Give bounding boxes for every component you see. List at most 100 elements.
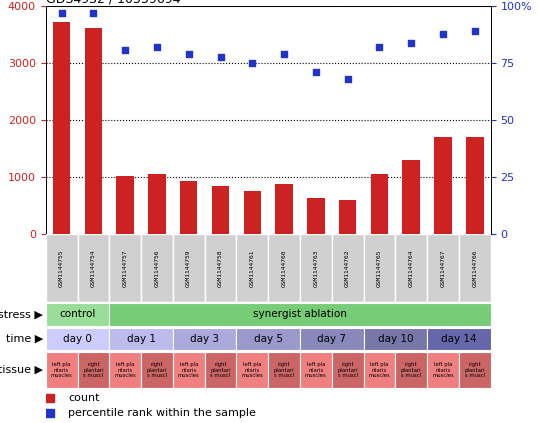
Bar xyxy=(180,181,197,234)
Bar xyxy=(300,234,332,302)
Bar xyxy=(339,200,356,234)
Text: day 5: day 5 xyxy=(254,334,282,344)
Text: left pla
ntaris
muscles: left pla ntaris muscles xyxy=(178,362,200,378)
Text: right
plantari
s muscl: right plantari s muscl xyxy=(274,362,294,378)
Text: day 14: day 14 xyxy=(441,334,477,344)
Text: GSM1144763: GSM1144763 xyxy=(313,250,318,287)
Point xyxy=(438,30,447,37)
Text: GSM1144767: GSM1144767 xyxy=(441,250,445,287)
Bar xyxy=(148,175,166,234)
Text: left pla
ntaris
muscles: left pla ntaris muscles xyxy=(305,362,327,378)
Text: day 1: day 1 xyxy=(126,334,155,344)
Text: right
plantari
s muscl: right plantari s muscl xyxy=(464,362,485,378)
Point xyxy=(312,69,320,76)
Text: GSM1144764: GSM1144764 xyxy=(409,250,414,287)
Point xyxy=(470,28,479,35)
Bar xyxy=(268,352,300,388)
Text: day 7: day 7 xyxy=(317,334,346,344)
Bar xyxy=(332,352,364,388)
Text: GSM1144758: GSM1144758 xyxy=(218,250,223,287)
Text: synergist ablation: synergist ablation xyxy=(253,309,347,319)
Text: day 10: day 10 xyxy=(378,334,413,344)
Bar xyxy=(427,234,459,302)
Bar xyxy=(427,327,491,350)
Bar xyxy=(212,187,229,234)
Text: GDS4932 / 10559694: GDS4932 / 10559694 xyxy=(46,0,180,5)
Text: right
plantari
s muscl: right plantari s muscl xyxy=(210,362,231,378)
Text: GSM1144766: GSM1144766 xyxy=(472,250,477,287)
Text: GSM1144760: GSM1144760 xyxy=(281,250,287,287)
Text: GSM1144762: GSM1144762 xyxy=(345,250,350,287)
Bar xyxy=(173,352,204,388)
Text: right
plantari
s muscl: right plantari s muscl xyxy=(147,362,167,378)
Bar xyxy=(371,174,388,234)
Point xyxy=(375,44,384,51)
Point xyxy=(185,51,193,58)
Text: GSM1144757: GSM1144757 xyxy=(123,250,128,287)
Text: GSM1144759: GSM1144759 xyxy=(186,250,191,287)
Bar xyxy=(427,352,459,388)
Bar xyxy=(236,327,300,350)
Bar xyxy=(236,234,268,302)
Text: left pla
ntaris
muscles: left pla ntaris muscles xyxy=(432,362,454,378)
Text: left pla
ntaris
muscles: left pla ntaris muscles xyxy=(369,362,390,378)
Bar xyxy=(307,198,324,234)
Text: count: count xyxy=(68,393,100,403)
Bar xyxy=(300,352,332,388)
Bar xyxy=(364,352,395,388)
Bar xyxy=(275,184,293,234)
Text: percentile rank within the sample: percentile rank within the sample xyxy=(68,408,256,418)
Point xyxy=(121,46,130,53)
Bar xyxy=(332,234,364,302)
Bar xyxy=(236,352,268,388)
Bar xyxy=(204,352,236,388)
Text: time ▶: time ▶ xyxy=(6,334,43,344)
Bar xyxy=(109,303,491,326)
Bar xyxy=(173,234,204,302)
Text: GSM1144754: GSM1144754 xyxy=(91,250,96,287)
Text: control: control xyxy=(59,309,96,319)
Text: left pla
ntaris
muscles: left pla ntaris muscles xyxy=(114,362,136,378)
Bar xyxy=(109,327,173,350)
Point xyxy=(58,10,66,16)
Bar xyxy=(46,234,77,302)
Bar xyxy=(244,191,261,234)
Bar xyxy=(364,234,395,302)
Bar xyxy=(395,234,427,302)
Bar xyxy=(53,22,70,234)
Bar xyxy=(109,234,141,302)
Point xyxy=(248,60,257,67)
Point xyxy=(153,44,161,51)
Text: tissue ▶: tissue ▶ xyxy=(0,365,43,375)
Bar xyxy=(116,176,134,234)
Bar xyxy=(434,137,452,234)
Bar xyxy=(459,352,491,388)
Bar xyxy=(466,137,484,234)
Bar xyxy=(395,352,427,388)
Text: right
plantari
s muscl: right plantari s muscl xyxy=(401,362,421,378)
Text: GSM1144765: GSM1144765 xyxy=(377,250,382,287)
Bar xyxy=(84,28,102,234)
Bar xyxy=(402,160,420,234)
Bar xyxy=(77,352,109,388)
Point xyxy=(407,39,415,46)
Text: left pla
ntaris
muscles: left pla ntaris muscles xyxy=(242,362,263,378)
Text: day 3: day 3 xyxy=(190,334,219,344)
Bar xyxy=(459,234,491,302)
Bar xyxy=(141,234,173,302)
Bar xyxy=(46,327,109,350)
Bar xyxy=(300,327,364,350)
Text: GSM1144761: GSM1144761 xyxy=(250,250,255,287)
Text: GSM1144755: GSM1144755 xyxy=(59,250,64,287)
Point xyxy=(280,51,288,58)
Point xyxy=(343,76,352,82)
Text: right
plantari
s muscl: right plantari s muscl xyxy=(83,362,104,378)
Bar xyxy=(77,234,109,302)
Text: right
plantari
s muscl: right plantari s muscl xyxy=(337,362,358,378)
Bar xyxy=(268,234,300,302)
Text: stress ▶: stress ▶ xyxy=(0,309,43,319)
Bar xyxy=(46,352,77,388)
Point xyxy=(216,53,225,60)
Bar xyxy=(173,327,236,350)
Bar xyxy=(46,303,109,326)
